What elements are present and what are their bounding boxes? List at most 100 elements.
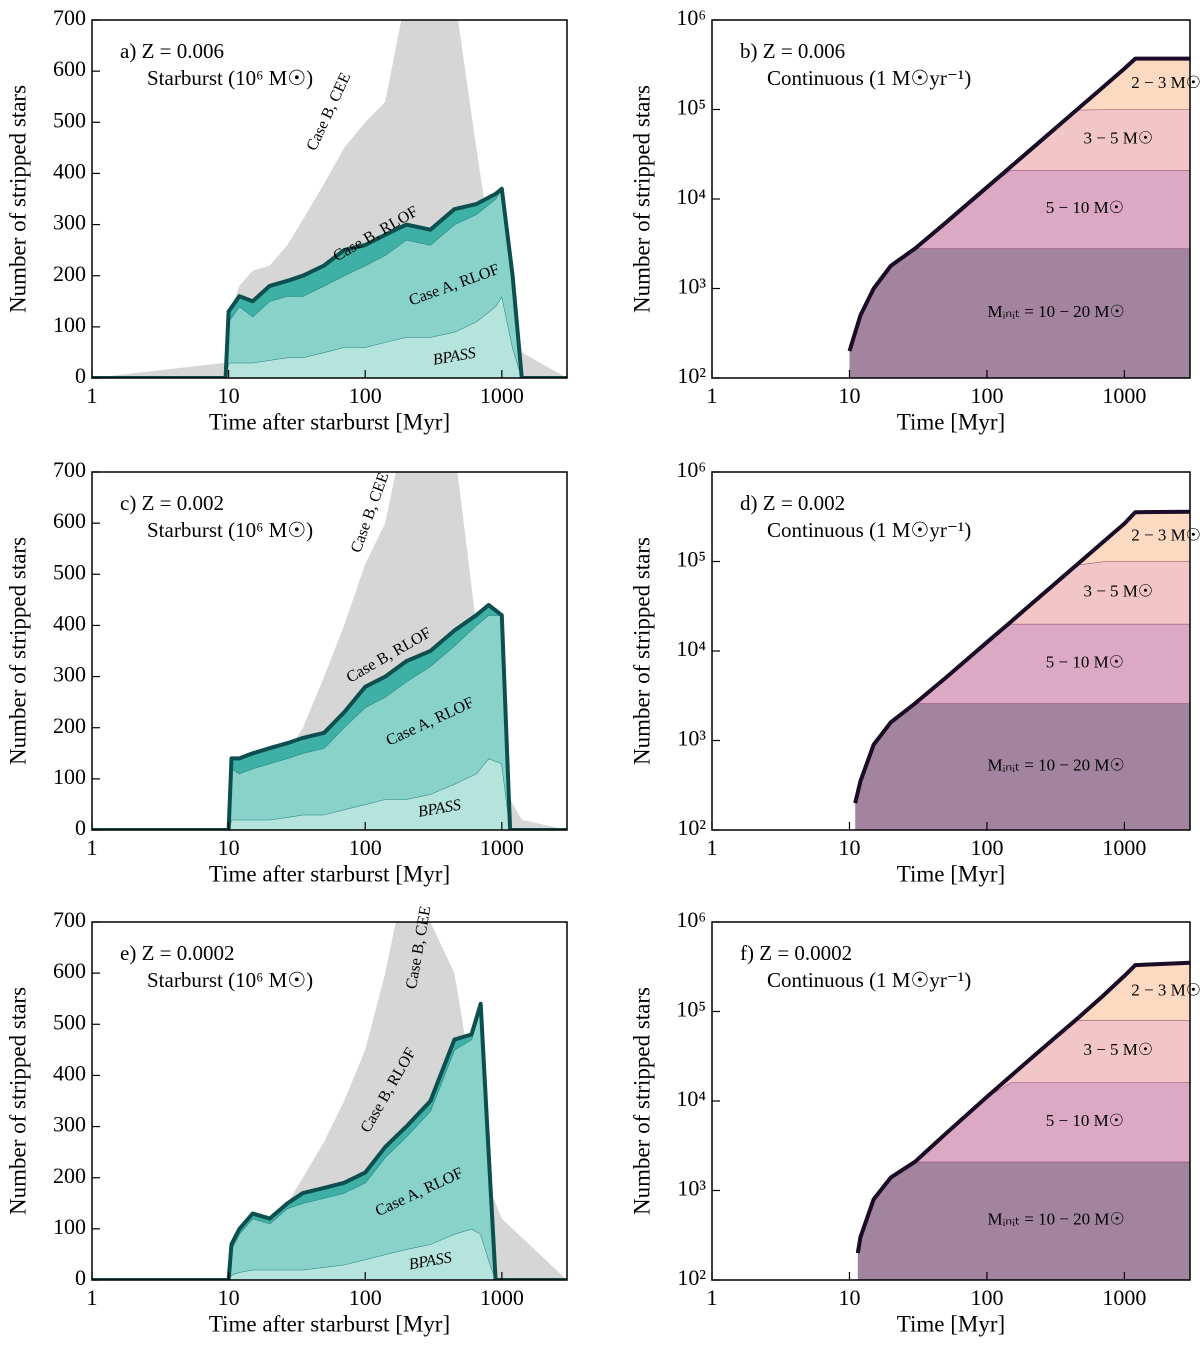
y-tick-label: 10⁵ (676, 547, 706, 572)
area (92, 615, 567, 830)
x-tick-label: 1000 (1102, 1285, 1146, 1310)
series-label: 2 − 3 M☉ (1131, 980, 1200, 999)
x-tick-label: 1000 (480, 1285, 524, 1310)
area (857, 1082, 1190, 1254)
y-tick-label: 200 (53, 713, 86, 738)
x-tick-label: 100 (970, 1285, 1003, 1310)
y-tick-label: 10⁴ (676, 636, 706, 661)
series-label: 3 − 5 M☉ (1083, 129, 1153, 148)
y-axis-label: Number of stripped stars (5, 537, 30, 765)
series-label: 3 − 5 M☉ (1083, 1040, 1153, 1059)
x-tick-label: 10 (838, 383, 860, 408)
x-tick-label: 1000 (1102, 835, 1146, 860)
x-tick-label: 10 (218, 835, 240, 860)
area (855, 511, 1190, 804)
plot-area (92, 472, 567, 830)
y-tick-label: 200 (53, 261, 86, 286)
panel-label: c) Z = 0.002 (120, 491, 224, 515)
x-tick-label: 1000 (480, 383, 524, 408)
panel: Mᵢₙᵢₜ = 10 − 20 M☉ 5 − 10 M☉ 3 − 5 M☉ 2 − 3… (629, 5, 1200, 434)
series-label: 3 − 5 M☉ (1083, 582, 1153, 601)
y-tick-label: 600 (53, 508, 86, 533)
y-tick-label: 100 (53, 312, 86, 337)
y-tick-label: 100 (53, 764, 86, 789)
panel-subtitle: Starburst (10⁶ M☉) (147, 968, 313, 992)
area (857, 1161, 1190, 1280)
x-tick-label: 1 (707, 383, 718, 408)
x-axis-label: Time after starburst [Myr] (209, 409, 450, 434)
series-label: 2 − 3 M☉ (1131, 525, 1200, 544)
plot-area (712, 922, 1190, 1280)
panel: Mᵢₙᵢₜ = 10 − 20 M☉ 5 − 10 M☉ 3 − 5 M☉ 2 − 3… (629, 457, 1200, 886)
y-tick-label: 300 (53, 1112, 86, 1137)
panel-subtitle: Continuous (1 M☉yr⁻¹) (767, 968, 971, 992)
area-edge (92, 1001, 567, 1280)
x-tick-label: 1 (87, 835, 98, 860)
y-axis-label: Number of stripped stars (629, 987, 654, 1215)
y-tick-label: 100 (53, 1214, 86, 1239)
x-tick-label: 100 (349, 835, 382, 860)
y-tick-label: 0 (75, 363, 86, 388)
y-tick-label: 200 (53, 1163, 86, 1188)
y-tick-label: 10⁶ (676, 907, 706, 932)
plot-area (92, 20, 567, 378)
area (849, 109, 1190, 352)
x-tick-label: 10 (838, 1285, 860, 1310)
series-label: Mᵢₙᵢₜ = 10 − 20 M☉ (988, 302, 1125, 321)
y-tick-label: 400 (53, 610, 86, 635)
x-tick-label: 1 (87, 1285, 98, 1310)
y-tick-label: 500 (53, 559, 86, 584)
y-tick-label: 500 (53, 107, 86, 132)
y-tick-label: 0 (75, 815, 86, 840)
area-edge (92, 186, 567, 378)
y-axis-label: Number of stripped stars (5, 85, 30, 313)
series-label: Mᵢₙᵢₜ = 10 − 20 M☉ (988, 756, 1125, 775)
panel-label: a) Z = 0.006 (120, 39, 224, 63)
y-tick-label: 10⁵ (676, 997, 706, 1022)
area (855, 561, 1190, 804)
series-label: 2 − 3 M☉ (1131, 73, 1200, 92)
y-tick-label: 600 (53, 958, 86, 983)
x-tick-label: 100 (349, 383, 382, 408)
area (857, 1020, 1190, 1254)
plot-area (712, 472, 1190, 830)
area (92, 1008, 567, 1280)
x-tick-label: 10 (218, 383, 240, 408)
y-tick-label: 10³ (677, 726, 706, 751)
y-tick-label: 600 (53, 56, 86, 81)
panel-subtitle: Starburst (10⁶ M☉) (147, 66, 313, 90)
area (849, 248, 1190, 378)
panel-subtitle: Starburst (10⁶ M☉) (147, 518, 313, 542)
series-label: Mᵢₙᵢₜ = 10 − 20 M☉ (988, 1210, 1125, 1229)
area (855, 703, 1190, 830)
y-tick-label: 400 (53, 158, 86, 183)
area-edge (847, 56, 1190, 352)
x-tick-label: 100 (970, 383, 1003, 408)
x-tick-label: 1 (707, 835, 718, 860)
x-tick-label: 1000 (480, 835, 524, 860)
plot-frame (91, 19, 568, 379)
y-tick-label: 10⁶ (676, 5, 706, 30)
y-tick-label: 700 (53, 457, 86, 482)
panel-subtitle: Continuous (1 M☉yr⁻¹) (767, 66, 971, 90)
area-edge (853, 509, 1190, 804)
plot-frame (91, 471, 568, 831)
area (857, 962, 1190, 1254)
plot-area (92, 922, 567, 1280)
y-tick-label: 10⁶ (676, 457, 706, 482)
x-tick-label: 10 (218, 1285, 240, 1310)
y-axis-label: Number of stripped stars (629, 537, 654, 765)
y-tick-label: 700 (53, 907, 86, 932)
panel: Mᵢₙᵢₜ = 10 − 20 M☉ 5 − 10 M☉ 3 − 5 M☉ 2 − 3… (629, 907, 1200, 1336)
y-tick-label: 10³ (677, 274, 706, 299)
area (849, 170, 1190, 352)
y-tick-label: 300 (53, 662, 86, 687)
series-label: 5 − 10 M☉ (1046, 653, 1124, 672)
x-tick-label: 100 (970, 835, 1003, 860)
panel-label: b) Z = 0.006 (740, 39, 845, 63)
x-tick-label: 1 (87, 383, 98, 408)
y-tick-label: 300 (53, 210, 86, 235)
